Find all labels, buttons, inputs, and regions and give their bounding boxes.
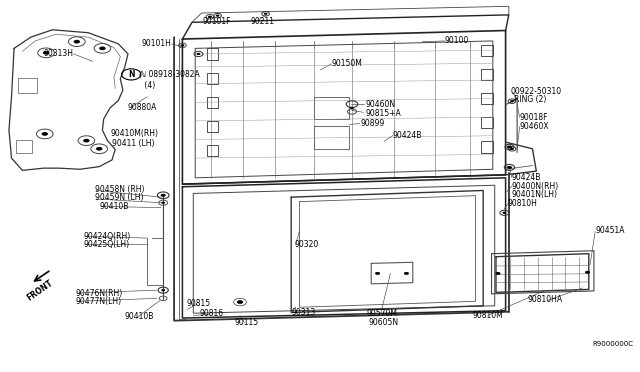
Circle shape [507, 145, 512, 148]
Bar [481, 69, 493, 80]
Circle shape [161, 194, 166, 197]
Text: 90810M: 90810M [472, 311, 503, 320]
Circle shape [264, 13, 268, 15]
Circle shape [208, 16, 212, 18]
Circle shape [99, 46, 106, 50]
Circle shape [42, 132, 48, 136]
Circle shape [83, 139, 90, 142]
Circle shape [161, 202, 165, 204]
Circle shape [404, 272, 409, 275]
Circle shape [502, 212, 506, 214]
Bar [18, 78, 37, 93]
Text: 90815: 90815 [186, 299, 211, 308]
Text: 90815+A: 90815+A [365, 109, 401, 118]
Text: 90401N(LH): 90401N(LH) [512, 190, 558, 199]
Circle shape [375, 272, 380, 275]
Text: 90810HA: 90810HA [528, 295, 563, 304]
Text: 90411 (LH): 90411 (LH) [112, 139, 154, 148]
Circle shape [495, 272, 500, 275]
Bar [16, 140, 32, 153]
Text: 90424B: 90424B [512, 173, 541, 182]
Text: R9000000C: R9000000C [593, 341, 634, 347]
Text: 90410B: 90410B [125, 312, 154, 321]
Bar [207, 145, 218, 156]
Circle shape [74, 40, 80, 44]
Circle shape [43, 51, 49, 55]
Bar [314, 97, 349, 119]
Text: (4): (4) [142, 81, 156, 90]
Text: N: N [128, 70, 134, 79]
Text: ℕ 08918-3082A: ℕ 08918-3082A [140, 70, 199, 79]
Circle shape [237, 300, 243, 304]
Text: 90400N(RH): 90400N(RH) [512, 182, 559, 190]
Circle shape [180, 44, 184, 46]
Text: 90460X: 90460X [520, 122, 549, 131]
Circle shape [161, 289, 165, 291]
Text: 90460N: 90460N [365, 100, 396, 109]
Circle shape [510, 100, 514, 102]
Circle shape [585, 271, 590, 274]
Text: 90816: 90816 [199, 309, 223, 318]
Text: 90100: 90100 [445, 36, 469, 45]
Text: 90880A: 90880A [128, 103, 157, 112]
Circle shape [96, 147, 102, 151]
Circle shape [196, 53, 200, 55]
Circle shape [350, 107, 354, 109]
Text: 90320: 90320 [294, 240, 319, 249]
Text: 90211: 90211 [251, 17, 275, 26]
Text: 90477N(LH): 90477N(LH) [76, 297, 122, 306]
Text: 00922-50310: 00922-50310 [511, 87, 562, 96]
Text: 90570M: 90570M [367, 309, 397, 318]
Circle shape [216, 15, 220, 17]
Text: 90410B: 90410B [99, 202, 129, 211]
Circle shape [507, 166, 512, 169]
Bar [481, 141, 493, 153]
Text: 90451A: 90451A [595, 226, 625, 235]
Text: 90458N (RH): 90458N (RH) [95, 185, 144, 194]
Text: 90424Q(RH): 90424Q(RH) [83, 232, 131, 241]
Text: 90101H: 90101H [141, 39, 172, 48]
Text: 90150M: 90150M [332, 60, 362, 68]
Text: 90424B: 90424B [393, 131, 422, 140]
Text: FRONT: FRONT [25, 279, 54, 303]
Bar [314, 126, 349, 149]
Text: 90425Q(LH): 90425Q(LH) [83, 240, 129, 249]
Text: 90115: 90115 [234, 318, 259, 327]
Bar [207, 48, 218, 60]
Bar [481, 45, 493, 56]
Bar [207, 121, 218, 132]
Bar [481, 117, 493, 128]
Text: 90410M(RH): 90410M(RH) [110, 129, 158, 138]
Circle shape [510, 148, 514, 150]
Text: 90018F: 90018F [520, 113, 548, 122]
Bar [207, 97, 218, 108]
Text: 90605N: 90605N [369, 318, 399, 327]
Text: 90459N (LH): 90459N (LH) [95, 193, 143, 202]
Text: RING (2): RING (2) [514, 95, 547, 104]
Text: 90313: 90313 [291, 308, 316, 317]
Text: 90313H: 90313H [44, 49, 74, 58]
Text: 90476N(RH): 90476N(RH) [76, 289, 123, 298]
Bar [207, 73, 218, 84]
Bar [481, 93, 493, 104]
Text: 90899: 90899 [361, 119, 385, 128]
Text: 90810H: 90810H [508, 199, 538, 208]
Text: 90101F: 90101F [202, 17, 230, 26]
